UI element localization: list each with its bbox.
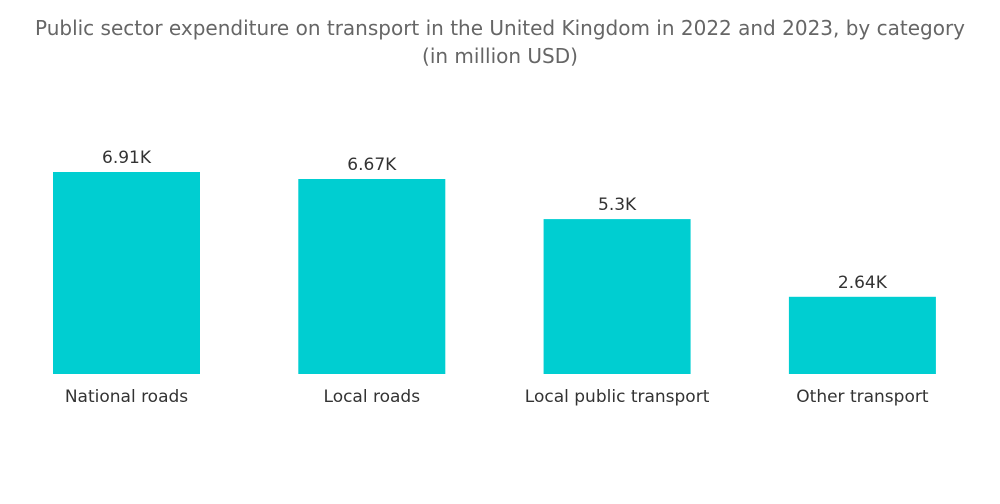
- chart-title-block: Public sector expenditure on transport i…: [0, 14, 1000, 70]
- data-label-0: 6.91K: [102, 148, 152, 168]
- data-label-2: 5.3K: [598, 195, 637, 215]
- data-label-1: 6.67K: [347, 155, 397, 175]
- bar-0: [53, 172, 200, 374]
- category-label-1: Local roads: [324, 387, 421, 407]
- bar-1: [298, 179, 446, 374]
- category-label-2: Local public transport: [525, 387, 710, 407]
- category-label-0: National roads: [65, 387, 188, 407]
- category-label-3: Other transport: [796, 387, 929, 407]
- bar-3: [788, 296, 936, 374]
- chart-subtitle: (in million USD): [422, 44, 578, 68]
- chart-title: Public sector expenditure on transport i…: [34, 16, 966, 40]
- data-label-3: 2.64K: [838, 273, 888, 293]
- bar-2: [543, 219, 691, 374]
